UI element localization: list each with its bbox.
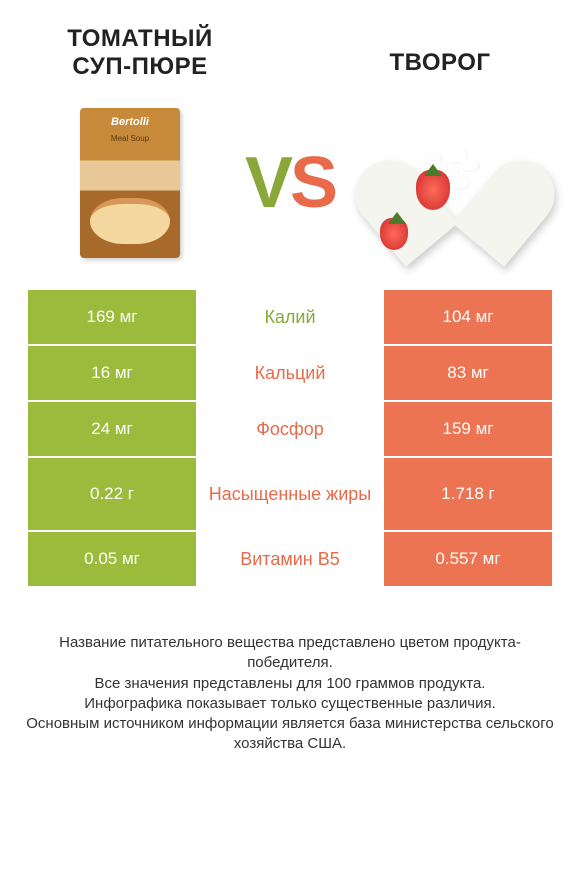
cell-left: 0.22 г <box>28 458 196 530</box>
title-right: Творог <box>340 25 540 77</box>
table-row: 0.22 гНасыщенные жиры1.718 г <box>28 458 552 530</box>
soup-brand: Bertolli <box>88 116 172 128</box>
footer-line: Название питательного вещества представл… <box>25 633 555 674</box>
strawberry-icon <box>380 218 408 250</box>
table-row: 0.05 мгВитамин B50.557 мг <box>28 532 552 586</box>
cell-left: 16 мг <box>28 346 196 400</box>
table-row: 24 мгФосфор159 мг <box>28 402 552 456</box>
cell-label: Фосфор <box>196 402 384 456</box>
cell-right: 1.718 г <box>384 458 552 530</box>
cottage-image <box>380 103 520 263</box>
soup-sub: Meal Soup <box>88 134 172 143</box>
header: Томатный суп-пюре Творог <box>0 0 580 90</box>
cell-label: Витамин B5 <box>196 532 384 586</box>
cell-right: 104 мг <box>384 290 552 344</box>
cell-label: Калий <box>196 290 384 344</box>
comparison-table: 169 мгКалий104 мг16 мгКальций83 мг24 мгФ… <box>0 290 580 586</box>
cottage-icon <box>380 118 520 248</box>
images-row: Bertolli Meal Soup VS <box>0 90 580 290</box>
footer-line: Все значения представлены для 100 граммо… <box>25 674 555 694</box>
soup-box-icon: Bertolli Meal Soup <box>80 108 180 258</box>
cell-left: 169 мг <box>28 290 196 344</box>
cell-left: 24 мг <box>28 402 196 456</box>
cell-label: Насыщенные жиры <box>196 458 384 530</box>
cell-right: 0.557 мг <box>384 532 552 586</box>
strawberry-icon <box>416 170 450 210</box>
table-row: 16 мгКальций83 мг <box>28 346 552 400</box>
cell-right: 159 мг <box>384 402 552 456</box>
soup-image: Bertolli Meal Soup <box>60 103 200 263</box>
footer-line: Основным источником информации является … <box>25 714 555 755</box>
footer-line: Инфографика показывает только существенн… <box>25 694 555 714</box>
vs-v: V <box>245 143 290 223</box>
vs-s: S <box>290 143 335 223</box>
footer-text: Название питательного вещества представл… <box>0 588 580 755</box>
title-left: Томатный суп-пюре <box>40 25 240 80</box>
cell-left: 0.05 мг <box>28 532 196 586</box>
cell-label: Кальций <box>196 346 384 400</box>
vs-label: VS <box>245 142 335 224</box>
table-row: 169 мгКалий104 мг <box>28 290 552 344</box>
cell-right: 83 мг <box>384 346 552 400</box>
